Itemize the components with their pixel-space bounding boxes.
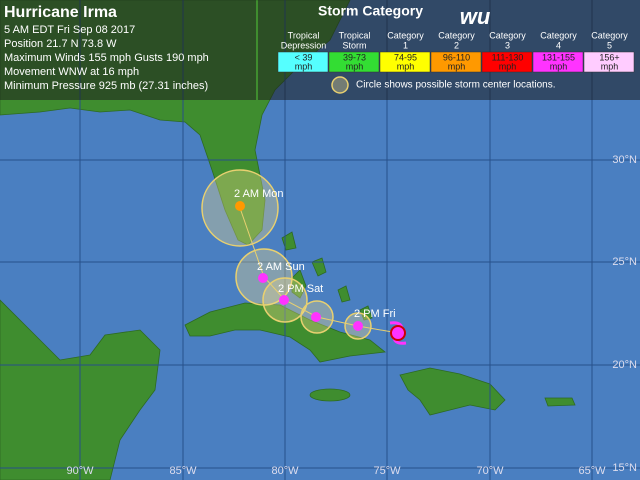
forecast-label: 2 PM Fri	[354, 308, 396, 320]
category-swatch	[583, 51, 635, 73]
category-swatch	[277, 51, 329, 73]
circle-icon	[331, 76, 349, 94]
legend-title: Storm Category	[318, 3, 423, 19]
category-name: Storm	[342, 40, 366, 50]
category-name: 1	[403, 40, 408, 50]
category-range: mph	[601, 61, 619, 71]
map-labels: 90°W 85°W 80°W 75°W 70°W 65°W 30°N 25°N 20°N 15°N…	[66, 154, 637, 477]
category-name: Category	[489, 30, 526, 40]
category-range: mph	[499, 61, 517, 71]
category-range: 131-155	[542, 52, 575, 62]
forecast-label: 2 AM Mon	[234, 188, 284, 200]
legend-note: Circle shows possible storm center locat…	[356, 80, 556, 91]
category-swatch	[430, 51, 482, 73]
category-range: 156+	[599, 52, 619, 62]
info-line: Position 21.7 N 73.8 W	[4, 38, 117, 50]
info-line: 5 AM EDT Fri Sep 08 2017	[4, 24, 135, 36]
lon-label: 85°W	[169, 465, 197, 477]
category-name: Category	[591, 30, 628, 40]
lon-label: 75°W	[373, 465, 401, 477]
hurricane-symbol	[389, 321, 407, 345]
category-name: Depression	[281, 40, 327, 50]
category-range: mph	[295, 61, 313, 71]
logo: wu	[460, 4, 491, 29]
category-name: 2	[454, 40, 459, 50]
storm-title: Hurricane Irma	[4, 4, 117, 21]
forecast-label: 2 AM Sun	[257, 261, 305, 273]
category-swatch	[328, 51, 380, 73]
category-swatch	[481, 51, 533, 73]
info-box	[0, 0, 256, 100]
lon-label: 80°W	[271, 465, 299, 477]
category-range: 111-130	[492, 52, 524, 62]
category-range: 96-110	[443, 52, 470, 62]
lat-label: 30°N	[612, 154, 637, 166]
forecast-cone	[201, 169, 407, 345]
category-range: mph	[397, 61, 415, 71]
category-range: 39-73	[343, 52, 366, 62]
lon-label: 65°W	[578, 465, 606, 477]
lat-label: 25°N	[612, 256, 637, 268]
lat-label: 20°N	[612, 359, 637, 371]
category-range: mph	[448, 61, 466, 71]
category-range: mph	[346, 61, 364, 71]
category-name: Category	[387, 30, 424, 40]
category-range: < 39	[295, 52, 313, 62]
category-name: Category	[540, 30, 577, 40]
category-range: mph	[550, 61, 568, 71]
info-line: Minimum Pressure 925 mb (27.31 inches)	[4, 80, 208, 92]
category-swatch	[532, 51, 584, 73]
lat-label: 15°N	[612, 462, 637, 474]
category-range: 74-95	[394, 52, 417, 62]
category-swatch	[379, 51, 431, 73]
info-line: Maximum Winds 155 mph Gusts 190 mph	[4, 52, 209, 64]
category-name: Tropical	[339, 30, 371, 40]
forecast-label: 2 PM Sat	[278, 283, 323, 295]
lon-label: 70°W	[476, 465, 504, 477]
legend-box	[258, 0, 640, 100]
lon-label: 90°W	[66, 465, 94, 477]
category-name: Category	[438, 30, 475, 40]
storm-info: 5 AM EDT Fri Sep 08 2017 Position 21.7 N …	[4, 24, 209, 92]
category-name: 5	[607, 40, 612, 50]
category-name: 3	[505, 40, 510, 50]
info-line: Movement WNW at 16 mph	[4, 66, 139, 78]
category-name: 4	[556, 40, 561, 50]
category-name: Tropical	[288, 30, 320, 40]
